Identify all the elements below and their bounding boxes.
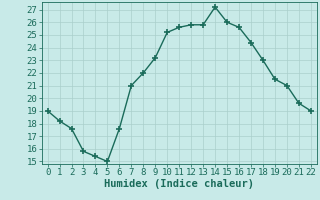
X-axis label: Humidex (Indice chaleur): Humidex (Indice chaleur) (104, 179, 254, 189)
